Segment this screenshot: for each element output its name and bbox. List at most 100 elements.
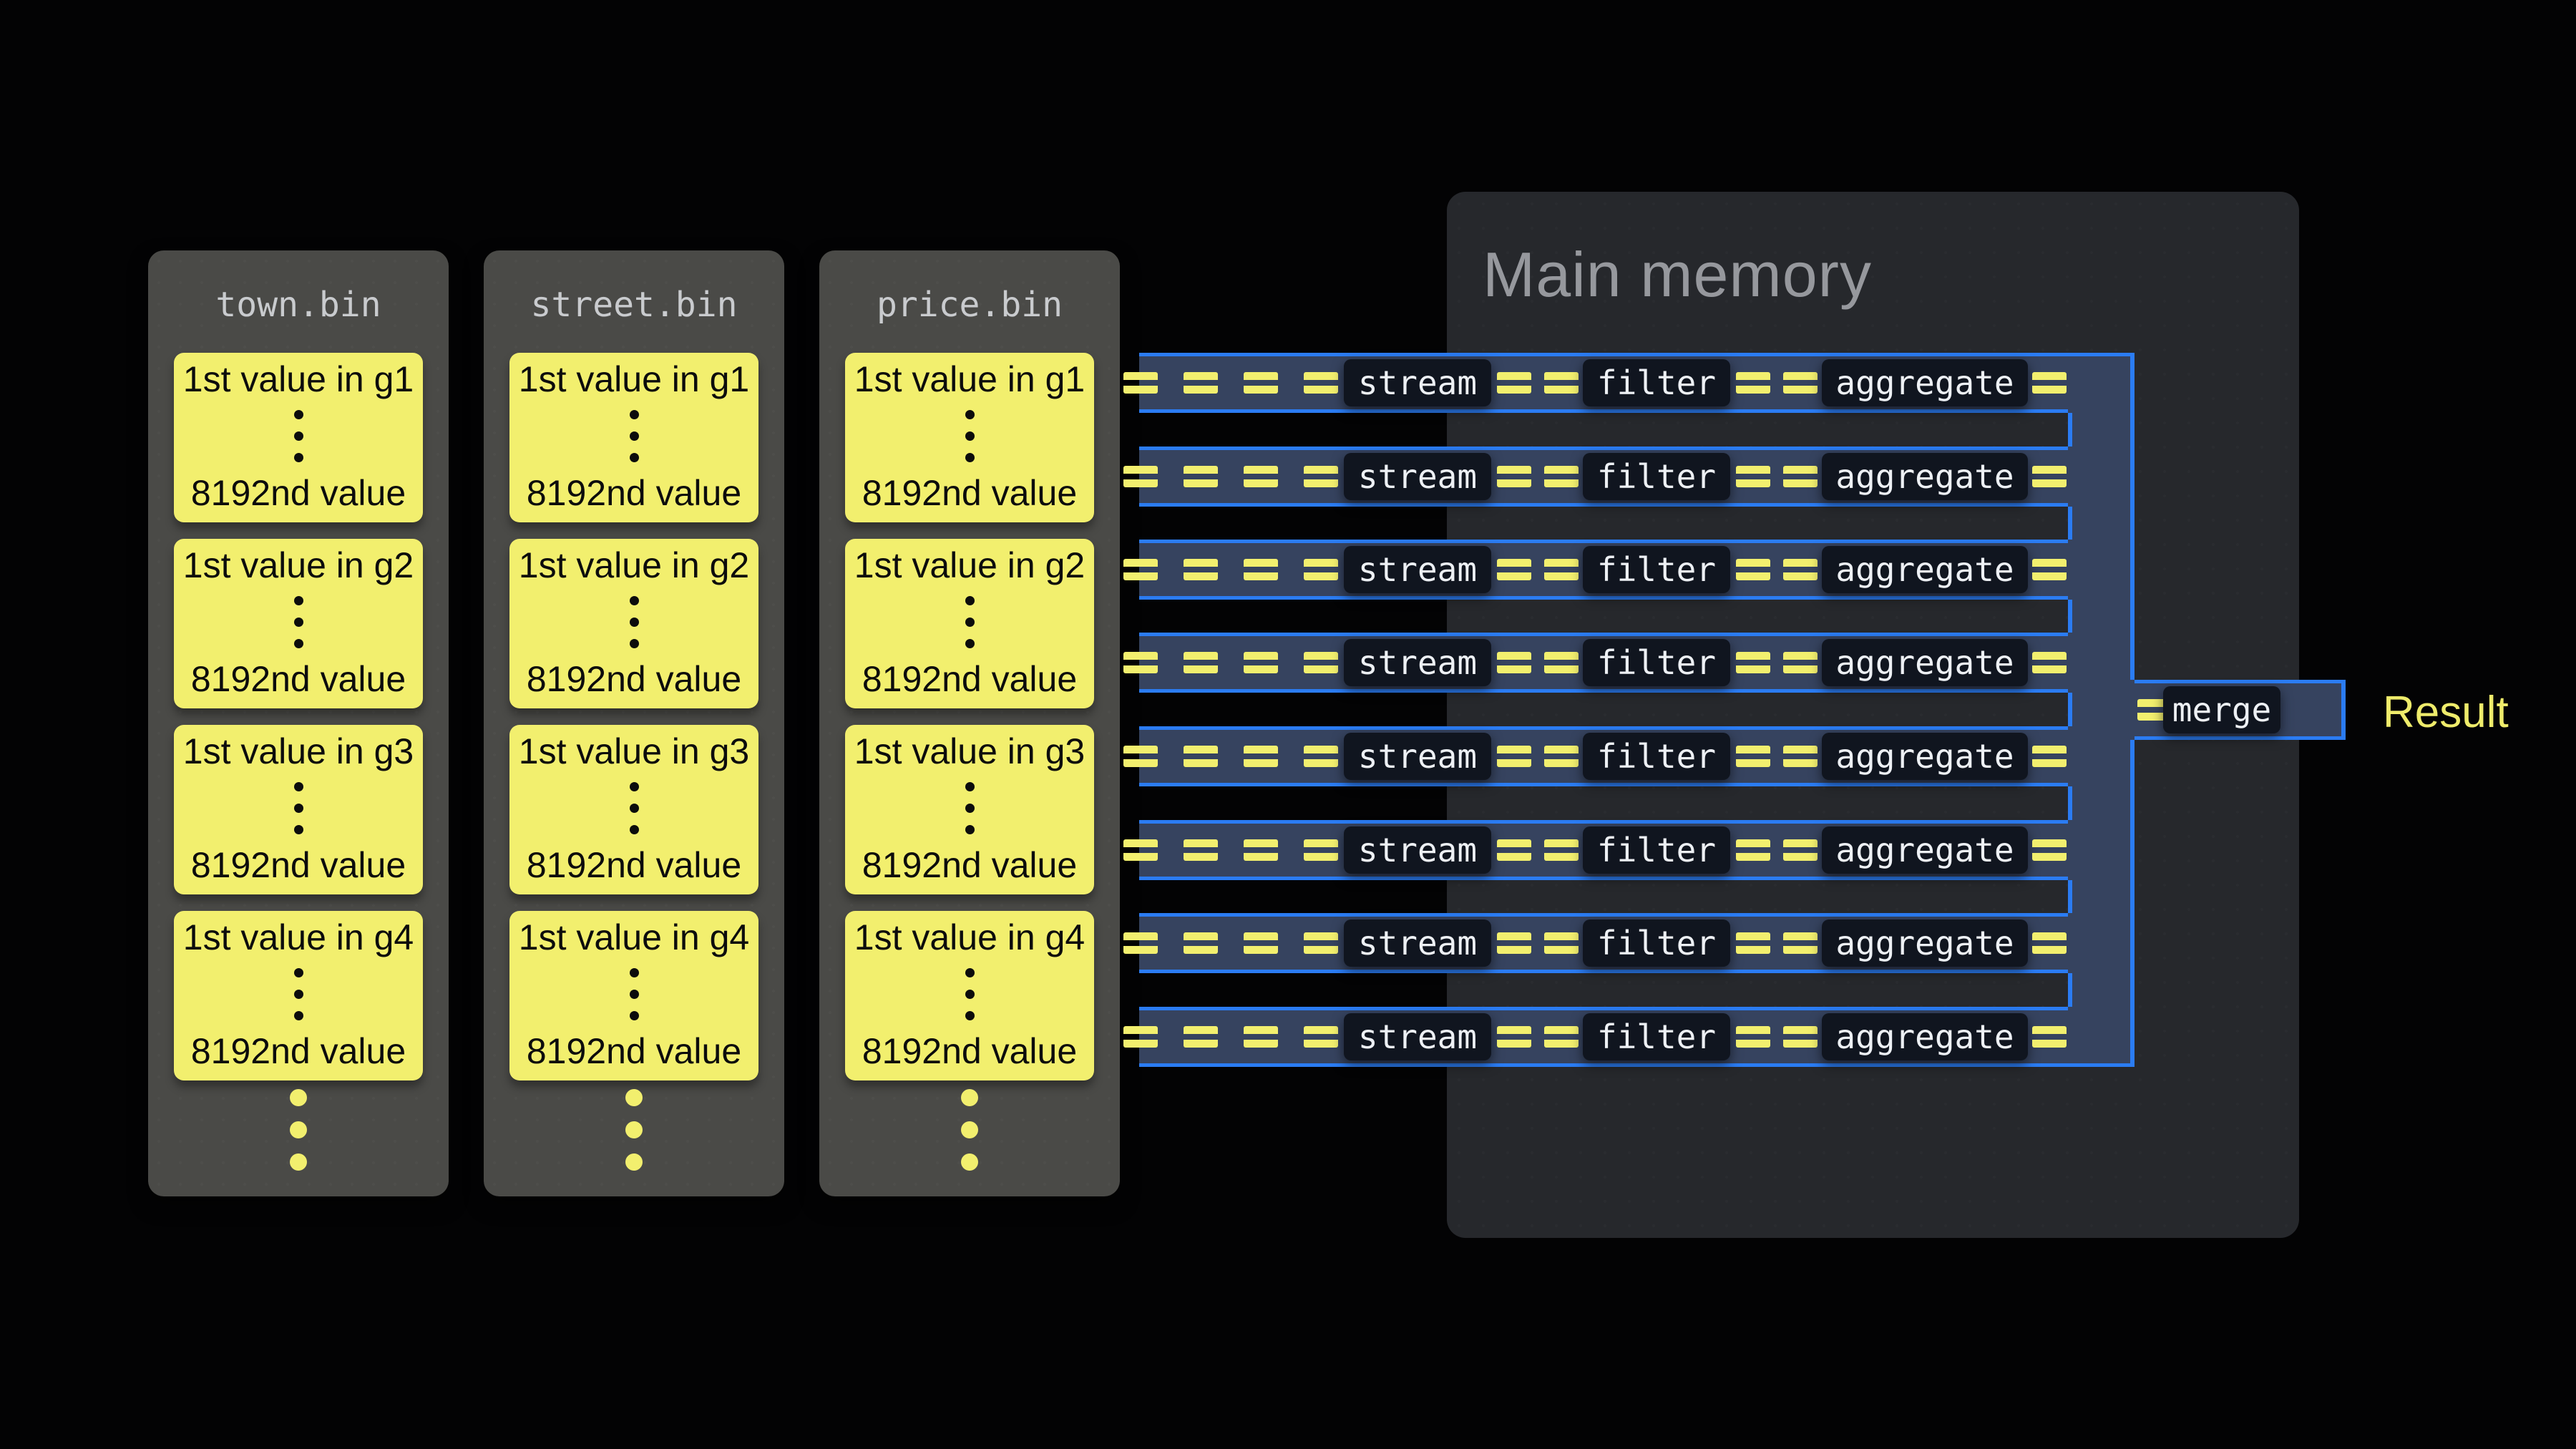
dataflow-dashes-icon — [1736, 1026, 1770, 1048]
vertical-ellipsis-icon — [965, 596, 975, 648]
dataflow-dashes-icon — [1184, 839, 1218, 861]
filter-operator: filter — [1583, 546, 1730, 593]
pipeline-row-3: stream filter aggregate — [1123, 540, 2068, 600]
value-group-cell-g3: 1st value in g3 8192nd value — [509, 725, 758, 894]
dataflow-dashes-icon — [1304, 372, 1338, 394]
dataflow-dashes-icon — [1244, 652, 1278, 673]
value-group-cell-g3: 1st value in g3 8192nd value — [174, 725, 423, 894]
dataflow-dashes-icon — [1544, 746, 1579, 767]
vertical-ellipsis-icon — [965, 410, 975, 462]
group-first-value: 1st value in g2 — [518, 545, 750, 585]
stream-operator: stream — [1344, 453, 1491, 500]
dataflow-dashes-icon — [1497, 559, 1531, 580]
dataflow-dashes-icon — [1497, 839, 1531, 861]
dataflow-dashes-icon — [1783, 932, 1818, 954]
collector-notch-border — [2068, 880, 2072, 913]
group-first-value: 1st value in g1 — [854, 359, 1085, 399]
dataflow-dashes-icon — [1736, 466, 1770, 487]
collector-notch-border — [2068, 786, 2072, 820]
dataflow-dashes-icon — [1123, 932, 1158, 954]
more-groups-ellipsis-icon — [148, 1089, 449, 1171]
group-last-value: 8192nd value — [190, 659, 406, 699]
vertical-ellipsis-icon — [293, 410, 303, 462]
stream-operator: stream — [1344, 639, 1491, 686]
pipeline-row-8: stream filter aggregate — [1123, 1007, 2068, 1067]
value-group-cell-g4: 1st value in g4 8192nd value — [845, 911, 1094, 1080]
vertical-ellipsis-icon — [629, 410, 639, 462]
dataflow-dashes-icon — [1123, 746, 1158, 767]
group-first-value: 1st value in g3 — [854, 731, 1085, 771]
group-last-value: 8192nd value — [862, 659, 1078, 699]
group-first-value: 1st value in g2 — [854, 545, 1085, 585]
dataflow-dashes-icon — [1184, 559, 1218, 580]
dataflow-dashes-icon — [1497, 466, 1531, 487]
group-first-value: 1st value in g3 — [518, 731, 750, 771]
pipeline-row-2: stream filter aggregate — [1123, 447, 2068, 507]
more-groups-ellipsis-icon — [819, 1089, 1120, 1171]
filter-operator: filter — [1583, 919, 1730, 967]
dataflow-dashes-icon — [1736, 559, 1770, 580]
dataflow-dashes-icon — [1123, 652, 1158, 673]
dataflow-dashes-icon — [1184, 932, 1218, 954]
dataflow-dashes-icon — [1244, 559, 1278, 580]
filter-operator: filter — [1583, 453, 1730, 500]
dataflow-dashes-icon — [1304, 559, 1338, 580]
file-name: town.bin — [215, 285, 381, 325]
dataflow-dashes-icon — [2032, 466, 2067, 487]
value-group-cell-g1: 1st value in g1 8192nd value — [509, 353, 758, 522]
dataflow-dashes-icon — [1544, 839, 1579, 861]
collector-right-border — [2130, 740, 2135, 1067]
group-first-value: 1st value in g1 — [182, 359, 414, 399]
collector-notch-border — [2068, 693, 2072, 726]
dataflow-dashes-icon — [1783, 1026, 1818, 1048]
dataflow-dashes-icon — [2032, 1026, 2067, 1048]
collector-right-border — [2130, 353, 2135, 680]
dataflow-dashes-icon — [1304, 1026, 1338, 1048]
vertical-ellipsis-icon — [629, 782, 639, 834]
dataflow-dashes-icon — [1123, 559, 1158, 580]
dataflow-dashes-icon — [2032, 372, 2067, 394]
value-group-cell-g4: 1st value in g4 8192nd value — [509, 911, 758, 1080]
collector-notch-border — [2068, 413, 2072, 447]
dataflow-dashes-icon — [1783, 372, 1818, 394]
pipeline-row-5: stream filter aggregate — [1123, 726, 2068, 786]
value-group-cell-g2: 1st value in g2 8192nd value — [845, 539, 1094, 708]
dataflow-dashes-icon — [1304, 652, 1338, 673]
pipeline-row-7: stream filter aggregate — [1123, 913, 2068, 973]
dataflow-dashes-icon — [1123, 1026, 1158, 1048]
dataflow-dashes-icon — [1244, 839, 1278, 861]
pipeline-row-4: stream filter aggregate — [1123, 633, 2068, 693]
group-first-value: 1st value in g4 — [518, 917, 750, 957]
pipeline-row-1: stream filter aggregate — [1123, 353, 2068, 413]
dataflow-dashes-icon — [1244, 932, 1278, 954]
value-group-cell-g2: 1st value in g2 8192nd value — [509, 539, 758, 708]
dataflow-dashes-icon — [1304, 932, 1338, 954]
filter-operator: filter — [1583, 359, 1730, 406]
pipeline-row-6: stream filter aggregate — [1123, 820, 2068, 880]
stream-operator: stream — [1344, 733, 1491, 780]
aggregate-operator: aggregate — [1822, 1013, 2028, 1060]
dataflow-dashes-icon — [1544, 1026, 1579, 1048]
filter-operator: filter — [1583, 1013, 1730, 1060]
collector-notch-border — [2068, 507, 2072, 540]
merge-output-arm: merge — [2135, 680, 2346, 740]
dataflow-dashes-icon — [1304, 746, 1338, 767]
filter-operator: filter — [1583, 733, 1730, 780]
dataflow-dashes-icon — [1783, 559, 1818, 580]
dataflow-dashes-icon — [1736, 746, 1770, 767]
dataflow-dashes-icon — [1544, 932, 1579, 954]
aggregate-operator: aggregate — [1822, 733, 2028, 780]
file-column-street: street.bin 1st value in g1 8192nd value … — [484, 250, 784, 1196]
dataflow-dashes-icon — [1497, 932, 1531, 954]
dataflow-dashes-icon — [1123, 466, 1158, 487]
stream-operator: stream — [1344, 826, 1491, 874]
aggregate-operator: aggregate — [1822, 826, 2028, 874]
file-column-price: price.bin 1st value in g1 8192nd value 1… — [819, 250, 1120, 1196]
dataflow-dashes-icon — [2032, 932, 2067, 954]
dataflow-dashes-icon — [1244, 746, 1278, 767]
dataflow-dashes-icon — [1544, 372, 1579, 394]
vertical-ellipsis-icon — [965, 782, 975, 834]
group-last-value: 8192nd value — [526, 845, 742, 885]
vertical-ellipsis-icon — [293, 596, 303, 648]
